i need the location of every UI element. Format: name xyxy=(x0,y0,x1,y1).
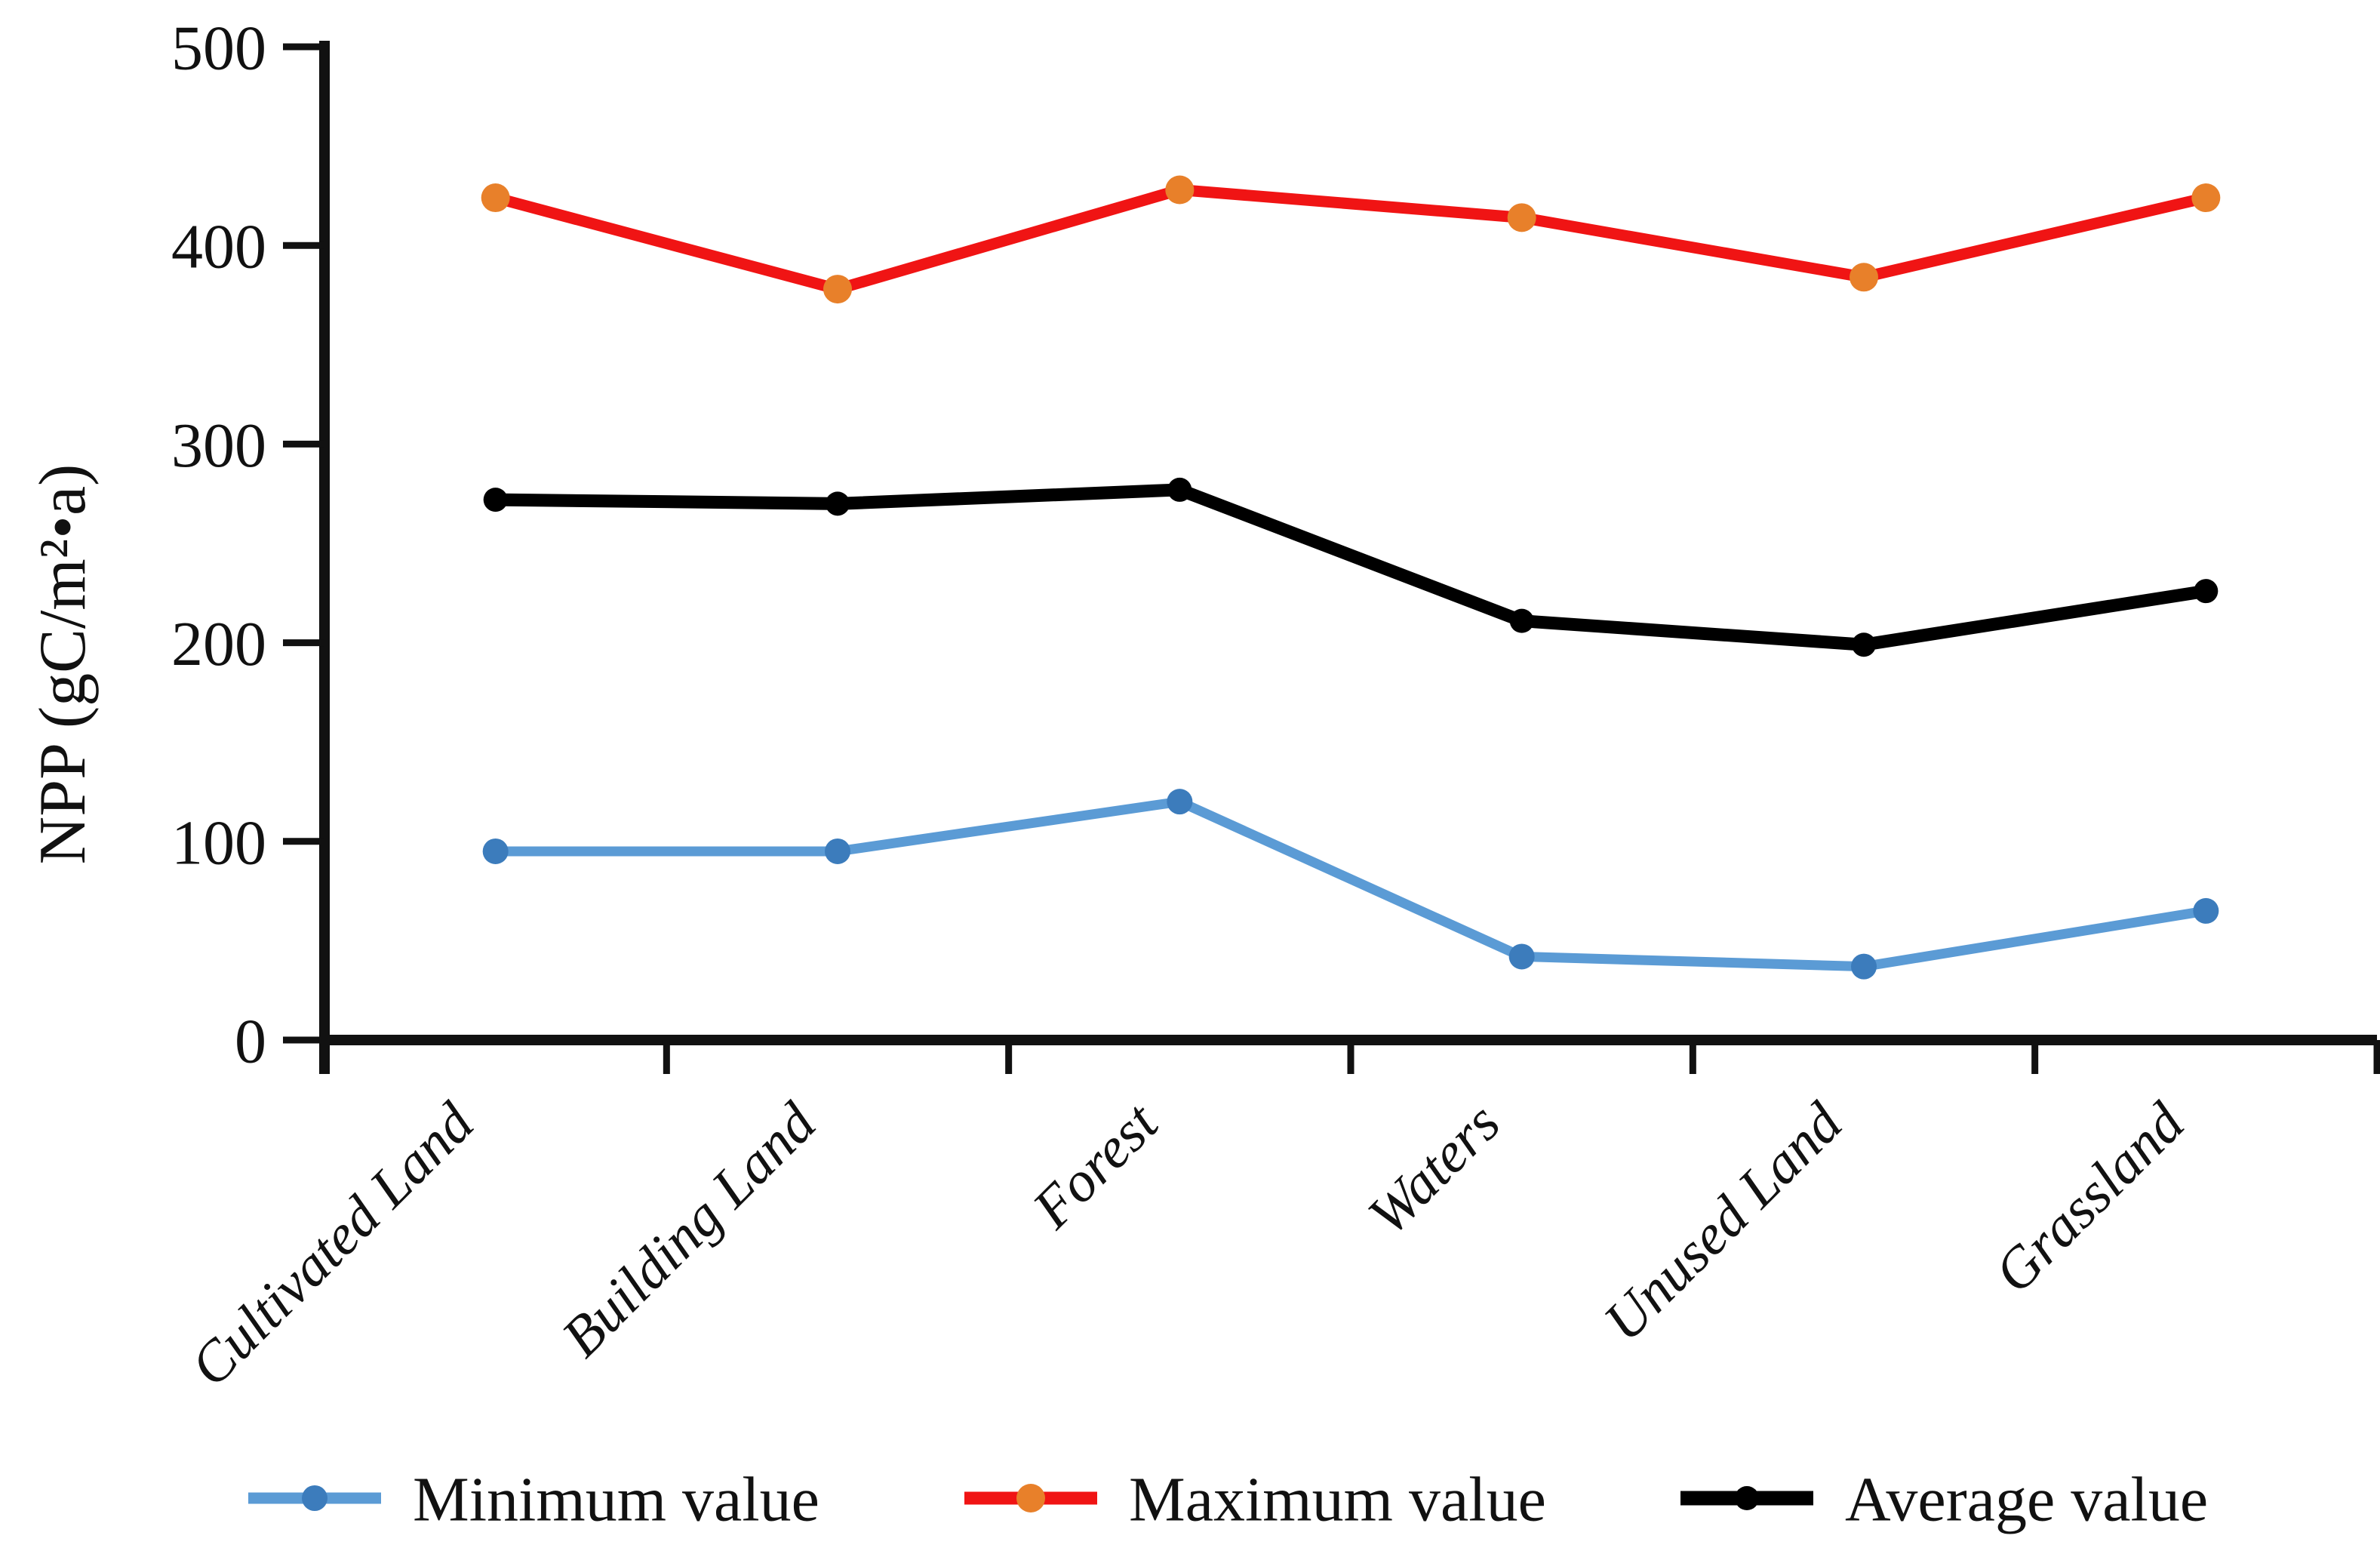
category-label: Unused Land xyxy=(1592,1091,1855,1353)
category-label: Grassland xyxy=(1982,1091,2197,1305)
y-tick-label: 100 xyxy=(171,808,266,878)
legend-label: Average value xyxy=(1845,1465,2208,1535)
legend-label: Maximum value xyxy=(1129,1465,1546,1535)
y-axis-ticks: 0 100 200 300 400 500 xyxy=(171,14,324,1077)
data-point-marker xyxy=(1167,789,1193,815)
data-point-marker xyxy=(1850,263,1878,292)
category-label: Building Land xyxy=(550,1091,829,1369)
y-axis-title: NPP (gC/m²•a) xyxy=(26,464,100,865)
data-point-marker xyxy=(2194,579,2219,604)
data-point-marker xyxy=(1509,608,1534,633)
legend-item: Minimum value xyxy=(248,1465,819,1535)
data-point-marker xyxy=(1851,953,1877,980)
y-tick-label: 300 xyxy=(171,411,266,481)
data-point-marker xyxy=(1507,203,1536,232)
data-point-marker xyxy=(2193,897,2219,924)
category-label: Cultivated Land xyxy=(178,1091,486,1399)
series-line xyxy=(490,796,2211,972)
data-point-marker xyxy=(1165,175,1195,205)
data-point-marker xyxy=(481,183,510,213)
category-labels: Cultivated Land Building Land Forest Waters… xyxy=(178,1090,2197,1399)
y-tick-label: 400 xyxy=(171,212,266,282)
series-line xyxy=(490,184,2212,295)
x-axis-ticks xyxy=(321,1040,2380,1074)
data-point-marker xyxy=(1508,943,1535,970)
y-tick-label: 500 xyxy=(171,14,266,84)
data-point-marker xyxy=(482,838,509,864)
category-label: Forest xyxy=(1020,1090,1171,1241)
series-minimum-value xyxy=(482,789,2219,980)
legend-label: Minimum value xyxy=(413,1465,819,1535)
data-point-marker xyxy=(823,275,852,304)
series-average-value xyxy=(483,477,2219,657)
data-point-marker xyxy=(2191,183,2221,213)
legend-swatch-marker xyxy=(302,1485,327,1511)
data-point-marker xyxy=(1167,477,1192,502)
legend-item: Average value xyxy=(1680,1465,2208,1535)
data-point-marker xyxy=(826,491,850,516)
data-point-marker xyxy=(825,838,850,864)
legend-item: Maximum value xyxy=(964,1465,1546,1535)
series-line xyxy=(489,483,2212,651)
legend: Minimum value Maximum value Average value xyxy=(248,1465,2208,1535)
y-tick-label: 200 xyxy=(171,609,266,679)
series-maximum-value xyxy=(481,175,2221,304)
data-point-marker xyxy=(1852,632,1876,657)
y-tick-label: 0 xyxy=(235,1007,266,1077)
data-point-marker xyxy=(483,488,508,512)
legend-swatch-marker xyxy=(1016,1484,1045,1512)
legend-swatch-marker xyxy=(1735,1486,1759,1510)
category-label: Waters xyxy=(1356,1091,1512,1248)
